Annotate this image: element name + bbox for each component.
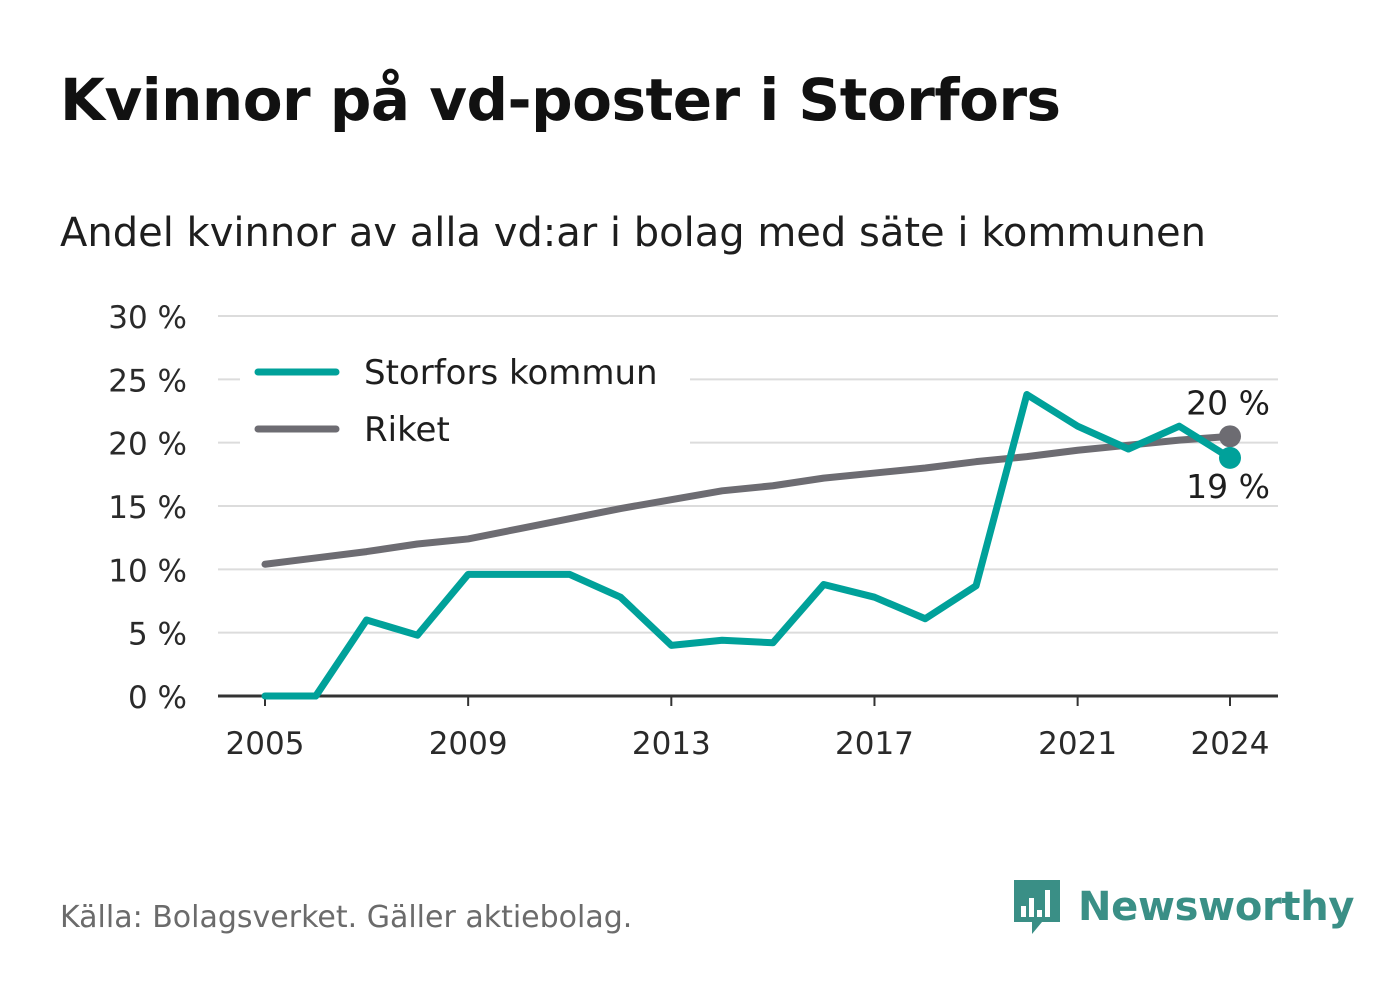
brand-logo[interactable]: Newsworthy <box>1010 876 1355 938</box>
end-point-storfors <box>1219 446 1241 469</box>
x-tick-label: 2005 <box>226 726 305 762</box>
end-label-riket: 20 % <box>1186 383 1270 422</box>
chart-subtitle: Andel kvinnor av alla vd:ar i bolag med … <box>60 210 1206 256</box>
end-label-storfors: 19 % <box>1186 467 1270 506</box>
series <box>261 391 1241 700</box>
y-tick-label: 0 % <box>128 680 187 716</box>
brand-name: Newsworthy <box>1078 884 1355 930</box>
x-tick-label: 2009 <box>429 726 508 762</box>
series-line-storfors <box>261 391 1234 700</box>
legend: Storfors kommun Riket <box>240 346 690 454</box>
x-tick-label: 2024 <box>1191 726 1270 762</box>
y-tick-label: 25 % <box>108 363 187 399</box>
y-tick-label: 5 % <box>128 617 187 653</box>
x-tick-label: 2021 <box>1038 726 1117 762</box>
bar-chart-speech-bubble-icon <box>1014 880 1060 934</box>
y-tick-label: 10 % <box>108 553 187 589</box>
x-tick-label: 2017 <box>835 726 914 762</box>
y-tick-label: 15 % <box>108 490 187 526</box>
legend-background <box>240 346 690 454</box>
y-tick-label: 30 % <box>108 300 187 336</box>
axes: 0 % 5 % 10 % 15 % 20 % 25 % 30 % 2005 2009 2013 20… <box>108 300 1278 762</box>
x-tick-label: 2013 <box>632 726 711 762</box>
legend-label-storfors: Storfors kommun <box>364 353 658 393</box>
chart-title: Kvinnor på vd-poster i Storfors <box>60 66 1061 134</box>
series-line-riket <box>261 432 1234 568</box>
source-note: Källa: Bolagsverket. Gäller aktiebolag. <box>60 900 633 935</box>
end-point-riket <box>1219 425 1241 448</box>
legend-label-riket: Riket <box>364 410 450 450</box>
end-labels: 20 % 19 % <box>1183 380 1273 509</box>
y-tick-label: 20 % <box>108 427 187 463</box>
